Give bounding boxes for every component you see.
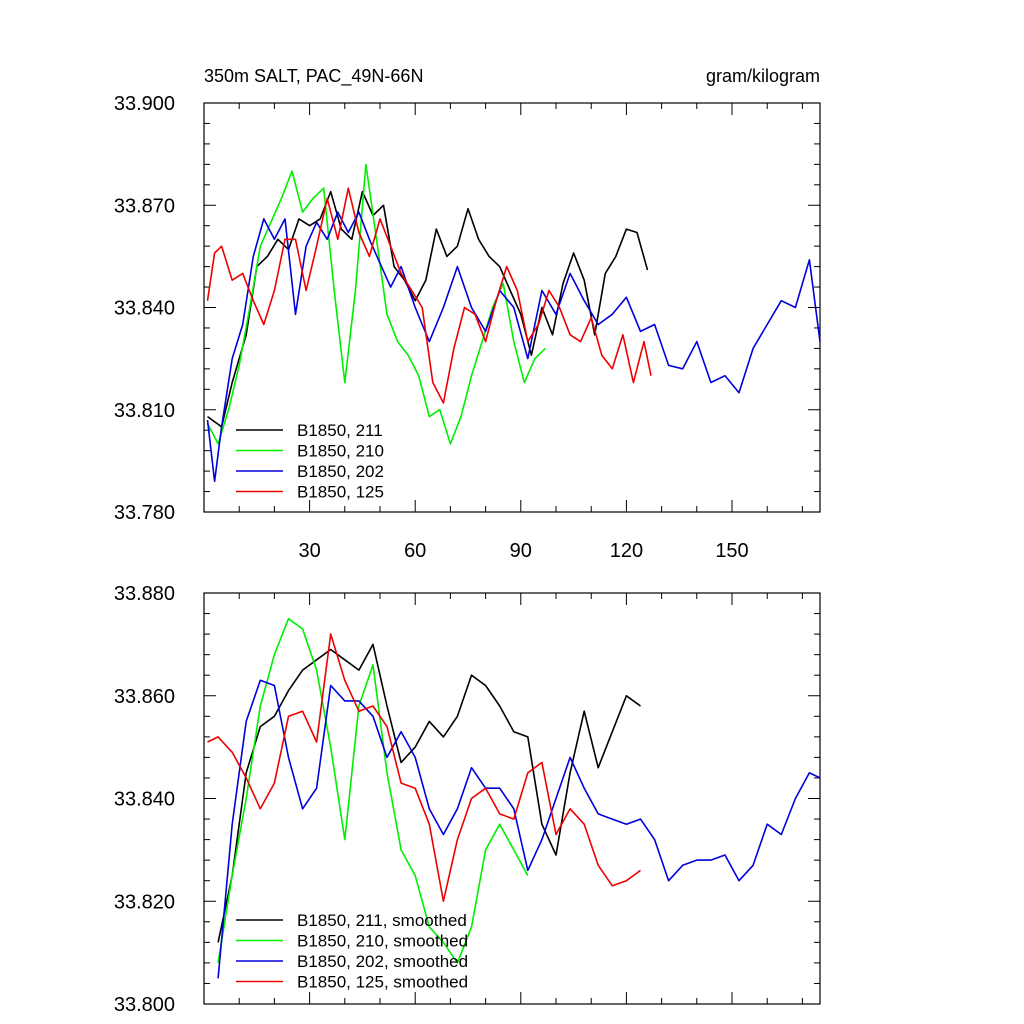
- y-tick-label: 33.820: [114, 891, 175, 913]
- series-line-4: [207, 633, 641, 903]
- legend-label: B1850, 202, smoothed: [297, 952, 468, 971]
- series-line-4: [206, 187, 652, 404]
- units-label: gram/kilogram: [706, 66, 820, 86]
- legend-label: B1850, 210: [297, 442, 384, 461]
- y-tick-label: 33.800: [114, 994, 175, 1016]
- series-line-3: [217, 679, 821, 979]
- y-tick-label: 33.840: [114, 298, 175, 320]
- y-tick-label: 33.880: [114, 583, 175, 605]
- x-tick-label: 90: [510, 540, 532, 562]
- y-tick-label: 33.840: [114, 789, 175, 811]
- y-tick-label: 33.810: [114, 400, 175, 422]
- y-tick-label: 33.860: [114, 686, 175, 708]
- legend-label: B1850, 210, smoothed: [297, 932, 468, 951]
- x-tick-label: 120: [610, 540, 643, 562]
- legend-label: B1850, 125: [297, 483, 384, 502]
- y-tick-label: 33.870: [114, 195, 175, 217]
- x-tick-label: 30: [298, 540, 320, 562]
- y-tick-label: 33.900: [114, 93, 175, 115]
- top-panel: 33.780 33.810 33.840 33.870 33.900 30 60 90 120 1…: [114, 93, 821, 562]
- legend-label: B1850, 211: [297, 421, 383, 440]
- legend-label: B1850, 202: [297, 462, 384, 481]
- series-line-1: [217, 643, 641, 943]
- x-tick-label: 150: [715, 540, 748, 562]
- x-tick-label: 60: [404, 540, 426, 562]
- legend-label: B1850, 211, smoothed: [297, 911, 467, 930]
- series-line-1: [207, 190, 649, 428]
- bottom-panel: 33.800 33.820 33.840 33.860 33.880 B1850, 211…: [114, 583, 821, 1016]
- series-line-3: [206, 211, 821, 483]
- series-line-2: [217, 617, 529, 964]
- y-tick-label: 33.780: [114, 502, 175, 524]
- legend-label: B1850, 125, smoothed: [297, 973, 468, 992]
- chart-title: 350m SALT, PAC_49N-66N: [204, 66, 423, 87]
